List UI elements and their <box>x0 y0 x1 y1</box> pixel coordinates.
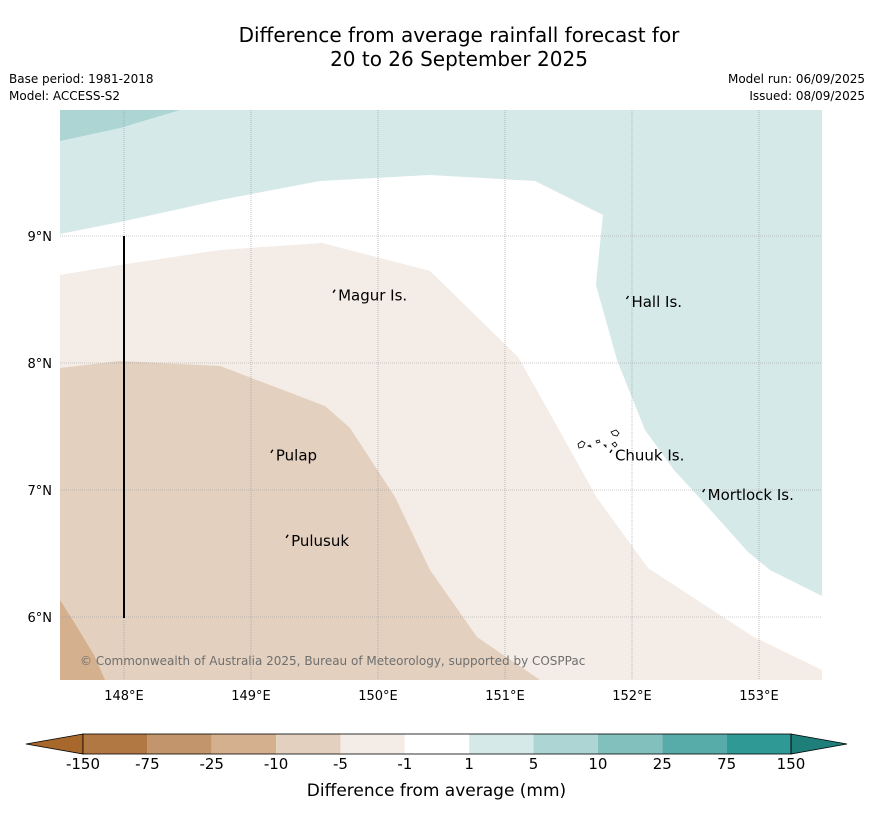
lon-tick-label: 151°E <box>485 689 525 704</box>
place-marker <box>270 449 274 454</box>
legend-tick-label: 25 <box>652 755 672 773</box>
lat-tick-label: 6°N <box>28 611 53 626</box>
copyright-text: © Commonwealth of Australia 2025, Bureau… <box>80 654 585 668</box>
lon-tick-label: 148°E <box>104 689 144 704</box>
colorbar-segment <box>533 734 598 754</box>
colorbar-arrow-high <box>790 733 848 755</box>
legend-colorbar <box>25 733 848 755</box>
legend-tick-label: -150 <box>65 755 101 773</box>
legend-tick-label: -25 <box>199 755 224 773</box>
meta-right: Model run: 06/09/2025 Issued: 08/09/2025 <box>728 71 865 105</box>
legend-tick-label: 1 <box>464 755 474 773</box>
legend-tick-label: -75 <box>135 755 160 773</box>
place-label: Hall Is. <box>631 293 682 311</box>
colorbar-arrow-low <box>25 733 84 755</box>
place-label: Pulap <box>276 447 317 465</box>
legend-tick-label: -5 <box>332 755 348 773</box>
colorbar-segment <box>211 734 277 754</box>
colorbar-segment <box>597 734 663 754</box>
chuuk-islands-outline <box>577 429 620 449</box>
legend-tick-label: 10 <box>588 755 608 773</box>
base-period-text: Base period: 1981-2018 <box>9 72 154 86</box>
region-dry-moderate <box>60 361 540 680</box>
lon-tick-label: 152°E <box>612 689 652 704</box>
region-dry-strong <box>60 600 105 680</box>
chart-title-line-1: Difference from average rainfall forecas… <box>238 23 680 47</box>
colorbar-segment <box>469 734 534 754</box>
axis-labels: 148°E 149°E 150°E 151°E 152°E 153°E 9°N 8°N 7°N 6… <box>28 230 779 704</box>
meta-left: Base period: 1981-2018 Model: ACCESS-S2 <box>9 71 154 105</box>
place-labels: Magur Is. Hall Is. Pulap Chuuk Is. Mortlock … <box>270 287 794 550</box>
place-label: Pulusuk <box>291 532 349 550</box>
legend-tick-label: 75 <box>717 755 737 773</box>
place-marker <box>332 289 336 294</box>
legend-tick-label: -10 <box>263 755 289 773</box>
region-wet-east <box>596 110 822 596</box>
place-marker <box>285 534 289 539</box>
place-label: Magur Is. <box>338 287 407 305</box>
model-text: Model: ACCESS-S2 <box>9 89 121 103</box>
place-marker <box>702 488 706 493</box>
lat-tick-label: 8°N <box>28 357 53 372</box>
colorbar-segment <box>147 734 212 754</box>
lat-tick-label: 9°N <box>28 230 53 245</box>
issued-text: Issued: 08/09/2025 <box>749 89 865 103</box>
region-wetter-corner <box>60 110 180 141</box>
place-marker <box>625 295 630 300</box>
colorbar-segment <box>726 734 791 754</box>
legend-tick-label: -1 <box>397 755 413 773</box>
map-area <box>60 110 822 680</box>
place-label: Chuuk Is. <box>615 447 684 465</box>
place-marker <box>609 449 613 454</box>
lon-tick-label: 153°E <box>739 689 779 704</box>
legend-tick-label: 5 <box>528 755 539 773</box>
chart-title-line-2: 20 to 26 September 2025 <box>330 47 588 71</box>
model-run-text: Model run: 06/09/2025 <box>727 72 865 86</box>
colorbar-segment <box>276 734 341 754</box>
place-label: Mortlock Is. <box>708 486 794 504</box>
colorbar-segment <box>83 734 148 754</box>
legend-title: Difference from average (mm) <box>306 781 567 801</box>
legend-tick-label: 150 <box>776 755 806 773</box>
colorbar-segment <box>340 734 405 754</box>
lat-tick-label: 7°N <box>28 484 53 499</box>
lon-tick-label: 149°E <box>231 689 271 704</box>
colorbar-frame <box>82 733 792 755</box>
colorbar-segment <box>662 734 727 754</box>
colorbar-segment <box>404 734 470 754</box>
lon-tick-label: 150°E <box>358 689 398 704</box>
